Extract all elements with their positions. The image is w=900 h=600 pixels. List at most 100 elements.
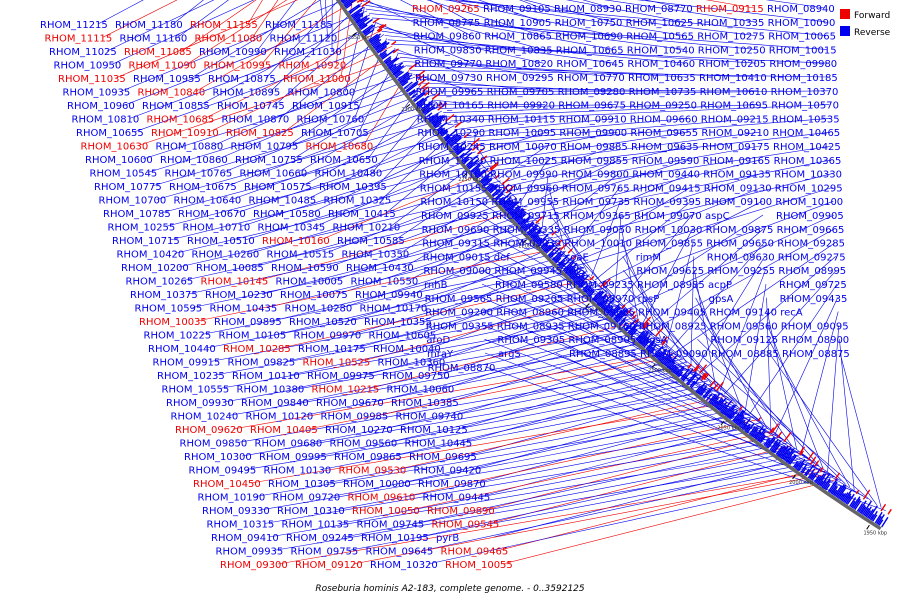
reverse-feature [439,129,446,135]
reverse-feature [724,404,735,417]
leader-line [430,284,601,349]
leader-line [226,106,440,187]
gene-label: RHOM_10070 [489,142,557,153]
reverse-feature [827,478,838,493]
reverse-feature [821,481,827,488]
reverse-feature [446,134,456,143]
gene-label: RHOM_10105 [219,331,287,342]
leader-line [429,90,829,97]
reverse-feature [423,103,436,115]
gene-label: acpP [708,280,732,291]
reverse-feature [836,484,847,499]
gene-label: RHOM_09410 [211,533,279,544]
reverse-feature [733,409,744,423]
reverse-feature [489,184,500,194]
leader-line [219,314,632,389]
reverse-feature [669,364,676,371]
gene-label: RHOM_10205 [698,59,766,70]
reverse-feature [582,284,589,291]
leader-line [456,118,546,130]
gene-label: RHOM_09545 [432,520,500,531]
reverse-feature [816,473,825,485]
leader-line [147,88,425,173]
reverse-feature [375,42,388,52]
gene-label: RHOM_10665 [556,45,624,56]
leader-line [695,311,793,447]
reverse-feature [675,366,684,376]
reverse-feature [661,353,671,364]
gene-label: RHOM_11000 [283,74,351,85]
forward-feature [417,74,425,81]
reverse-feature [667,359,676,369]
gene-label: RHOM_10295 [775,183,843,194]
gene-label: RHOM_09355 [426,321,494,332]
forward-feature [437,102,448,111]
forward-feature [632,314,637,320]
gene-label: RHOM_10590 [271,263,339,274]
reverse-feature [682,368,694,382]
gene-label: RHOM_10025 [490,156,558,167]
gene-label: RHOM_11155 [190,20,258,31]
reverse-feature [427,115,434,121]
forward-feature [709,380,716,388]
leader-line [646,228,764,329]
leader-line [360,294,611,362]
reverse-feature [434,122,442,129]
reverse-feature [619,319,626,327]
gene-label: RHOM_09255 [707,266,775,277]
gene-label: RHOM_09920 [487,101,555,112]
leader-line [766,297,772,431]
gene-label: RHOM_09740 [396,412,464,423]
reverse-feature [824,480,832,490]
forward-feature [360,0,365,3]
leader-line [277,470,827,565]
reverse-feature [397,71,409,81]
gene-label: RHOM_09975 [307,371,375,382]
gene-label: RHOM_09925 [421,211,489,222]
leader-line [270,2,362,92]
gene-label: RHOM_10425 [773,142,841,153]
forward-feature [392,48,400,54]
gene-label: RHOM_10955 [133,74,201,85]
leader-line [774,297,838,435]
forward-feature [463,133,470,139]
gene-label: rimM [636,252,661,263]
leader-line [568,187,621,254]
reverse-feature [425,112,433,118]
reverse-feature [575,274,586,285]
gene-label: RHOM_11160 [120,34,188,45]
gene-label: RHOM_10250 [698,45,766,56]
leader-line [210,287,604,362]
reverse-feature [456,148,466,156]
leader-line [349,22,376,106]
gene-label: RHOM_10960 [67,101,135,112]
forward-feature [799,450,804,456]
leader-line [484,434,776,511]
gene-label: RHOM_10060 [387,385,455,396]
reverse-feature [514,210,525,221]
reverse-feature [418,102,426,109]
gene-label: RHOM_09645 [366,547,434,558]
gene-label: RHOM_10840 [138,88,206,99]
gene-label: RHOM_09670 [316,398,384,409]
forward-feature [630,311,636,317]
gene-label: RHOM_10370 [771,87,839,98]
gene-label: RHOM_10570 [771,101,839,112]
reverse-feature [378,49,388,57]
leader-line [477,131,547,155]
forward-feature [738,405,744,411]
leader-line [697,338,846,485]
reverse-feature [729,409,739,420]
gene-label: RHOM_09875 [706,225,774,236]
reverse-feature [369,33,382,43]
leader-line [414,442,788,524]
gene-label: RHOM_10675 [169,182,237,193]
gene-label: RHOM_10515 [267,250,335,261]
leader-line [670,242,765,350]
reverse-feature [864,506,872,517]
gene-label: RHOM_10520 [289,317,357,328]
leader-line [421,257,574,322]
gene-label: RHOM_09765 [562,183,630,194]
scale-tick-label: 2300 kbp [401,107,425,113]
gene-label: RHOM_10990 [199,47,267,58]
